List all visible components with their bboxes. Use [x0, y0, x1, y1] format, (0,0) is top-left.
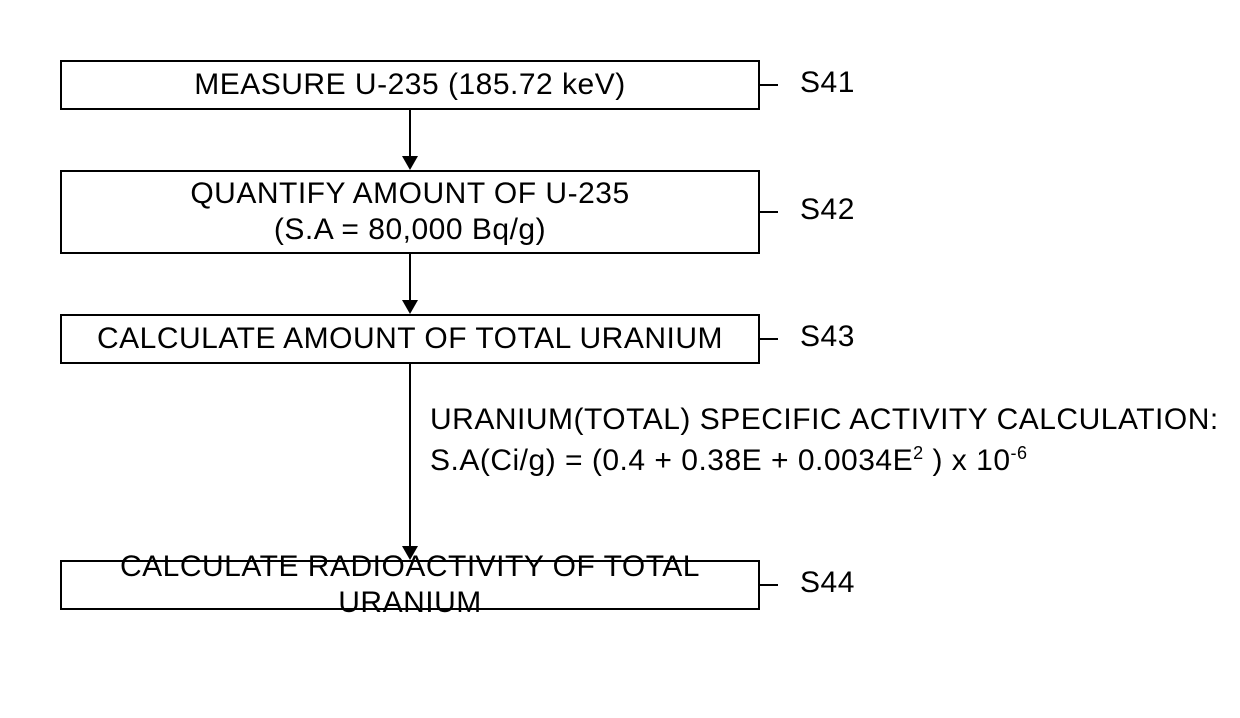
step-box-text: CALCULATE AMOUNT OF TOTAL URANIUM: [97, 321, 723, 357]
arrow-line: [409, 254, 411, 300]
step-label-s41: S41: [800, 66, 855, 100]
step-box-s42: QUANTIFY AMOUNT OF U-235(S.A = 80,000 Bq…: [60, 170, 760, 254]
step-box-s41: MEASURE U-235 (185.72 keV): [60, 60, 760, 110]
step-box-s44: CALCULATE RADIOACTIVITY OF TOTAL URANIUM: [60, 560, 760, 610]
arrow-head-icon: [402, 546, 418, 560]
step-label-s43: S43: [800, 320, 855, 354]
arrow-line: [409, 364, 411, 546]
flowchart-canvas: MEASURE U-235 (185.72 keV) S41 QUANTIFY AM…: [0, 0, 1240, 718]
annotation-line2: S.A(Ci/g) = (0.4 + 0.38E + 0.0034E2 ) x …: [430, 441, 1219, 482]
label-connector: [760, 584, 778, 586]
annotation-line1: URANIUM(TOTAL) SPECIFIC ACTIVITY CALCULA…: [430, 400, 1219, 441]
arrow-line: [409, 110, 411, 156]
step-box-s43: CALCULATE AMOUNT OF TOTAL URANIUM: [60, 314, 760, 364]
arrow-head-icon: [402, 300, 418, 314]
step-box-text: QUANTIFY AMOUNT OF U-235: [190, 176, 629, 212]
step-label-s42: S42: [800, 193, 855, 227]
arrow-head-icon: [402, 156, 418, 170]
label-connector: [760, 84, 778, 86]
step-box-text: (S.A = 80,000 Bq/g): [274, 212, 546, 248]
formula-annotation: URANIUM(TOTAL) SPECIFIC ACTIVITY CALCULA…: [430, 400, 1219, 481]
label-connector: [760, 211, 778, 213]
label-connector: [760, 338, 778, 340]
step-box-text: MEASURE U-235 (185.72 keV): [194, 67, 626, 103]
step-label-s44: S44: [800, 566, 855, 600]
